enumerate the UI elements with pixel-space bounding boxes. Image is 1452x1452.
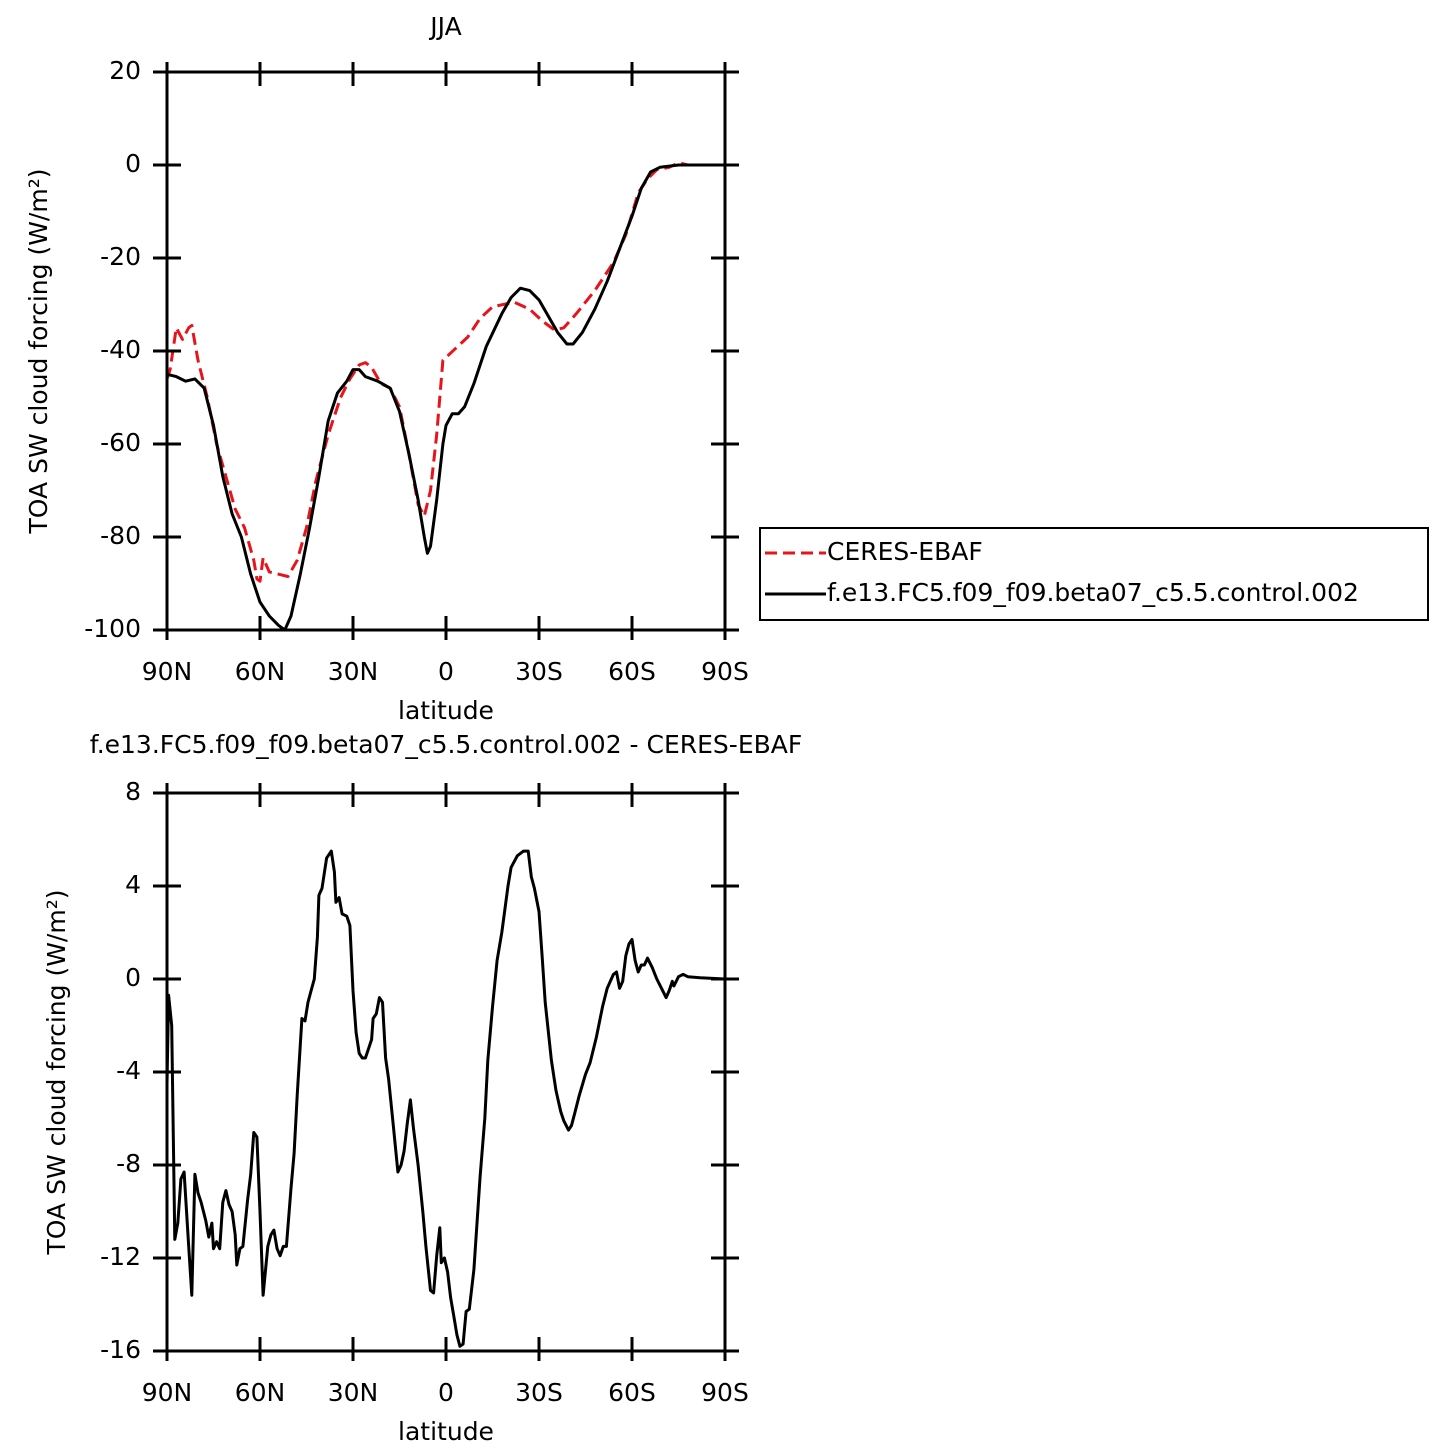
y-axis-label: TOA SW cloud forcing (W/m²) <box>24 169 53 535</box>
y-tick-label: -40 <box>100 335 141 364</box>
x-tick-label: 60N <box>235 1378 286 1407</box>
x-tick-label: 30N <box>328 657 379 686</box>
x-tick-label: 90N <box>142 657 193 686</box>
y-tick-label: 0 <box>125 149 141 178</box>
legend-label: CERES-EBAF <box>827 537 983 566</box>
x-tick-label: 0 <box>438 657 454 686</box>
data-line <box>165 161 725 583</box>
x-tick-label: 90S <box>701 657 749 686</box>
y-tick-label: -60 <box>100 428 141 457</box>
y-tick-label: -80 <box>100 521 141 550</box>
x-axis-label: latitude <box>398 1417 494 1446</box>
x-tick-label: 30S <box>515 1378 563 1407</box>
y-tick-label: 8 <box>125 777 141 806</box>
x-tick-label: 0 <box>438 1378 454 1407</box>
y-tick-label: -20 <box>100 242 141 271</box>
x-tick-label: 60N <box>235 657 286 686</box>
data-line <box>166 163 725 632</box>
y-tick-label: -8 <box>116 1149 141 1178</box>
x-tick-label: 90S <box>701 1378 749 1407</box>
chart-title: JJA <box>428 12 461 41</box>
y-tick-label: 20 <box>109 56 141 85</box>
y-tick-label: 4 <box>125 870 141 899</box>
data-line <box>165 849 726 1348</box>
legend-label: f.e13.FC5.f09_f09.beta07_c5.5.control.00… <box>827 578 1359 607</box>
x-tick-label: 30S <box>515 657 563 686</box>
y-axis-label: TOA SW cloud forcing (W/m²) <box>42 890 71 1256</box>
y-tick-label: -4 <box>116 1056 141 1085</box>
y-tick-label: -16 <box>100 1335 141 1364</box>
y-tick-label: -100 <box>84 614 141 643</box>
y-tick-label: -12 <box>100 1242 141 1271</box>
x-tick-label: 60S <box>608 657 656 686</box>
legend-box <box>759 527 1429 621</box>
chart-title: f.e13.FC5.f09_f09.beta07_c5.5.control.00… <box>90 730 803 759</box>
x-tick-label: 90N <box>142 1378 193 1407</box>
x-tick-label: 30N <box>328 1378 379 1407</box>
y-tick-label: 0 <box>125 963 141 992</box>
x-axis-label: latitude <box>398 696 494 725</box>
x-tick-label: 60S <box>608 1378 656 1407</box>
